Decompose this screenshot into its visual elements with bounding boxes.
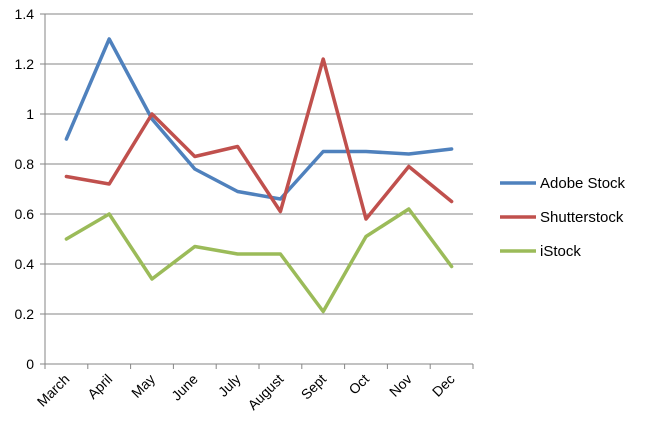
y-tick-label: 0.6 xyxy=(15,206,35,222)
x-tick-label: Nov xyxy=(386,371,415,400)
gridlines xyxy=(45,13,473,315)
series-line-1 xyxy=(64,57,454,221)
y-tick-label: 0 xyxy=(26,356,34,372)
series-line-0 xyxy=(64,37,454,201)
x-tick-label: Dec xyxy=(429,371,458,400)
axes xyxy=(40,13,474,369)
y-tick-label: 1.4 xyxy=(15,6,35,22)
legend-label: Shutterstock xyxy=(540,209,624,226)
x-tick-label: Sept xyxy=(298,371,330,403)
x-tick-label: April xyxy=(84,371,115,402)
x-tick-label: July xyxy=(215,371,244,400)
legend-label: Adobe Stock xyxy=(540,175,626,192)
x-tick-label: August xyxy=(244,371,286,413)
series-line-2 xyxy=(64,207,454,314)
x-tick-label: March xyxy=(34,371,73,410)
x-tick-label: Oct xyxy=(345,371,372,398)
y-axis-tick-labels: 0 0.2 0.4 0.6 0.8 1 1.2 1.4 xyxy=(15,6,35,372)
y-tick-label: 1.2 xyxy=(15,56,35,72)
x-tick-label: June xyxy=(168,371,201,404)
x-axis-tick-labels: March April May June July August Sept Oct Nov Dec xyxy=(34,371,458,413)
legend-label: iStock xyxy=(540,243,581,260)
y-tick-label: 0.2 xyxy=(15,306,35,322)
y-tick-label: 1 xyxy=(26,106,34,122)
y-tick-label: 0.8 xyxy=(15,156,35,172)
x-tick-label: May xyxy=(128,371,158,401)
series-lines xyxy=(64,37,454,314)
y-tick-label: 0.4 xyxy=(15,256,35,272)
legend: Adobe Stock Shutterstock iStock xyxy=(500,175,626,260)
